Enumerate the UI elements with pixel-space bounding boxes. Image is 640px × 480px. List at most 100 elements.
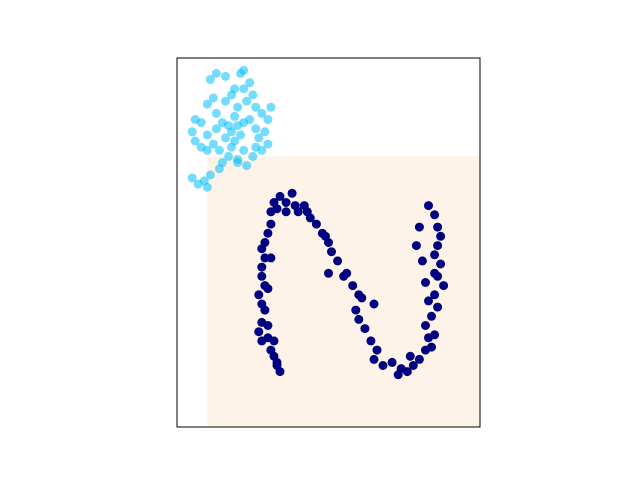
- data-point: [251, 124, 261, 134]
- data-point: [214, 145, 224, 155]
- data-point: [257, 336, 267, 346]
- data-point: [233, 102, 243, 112]
- data-point: [202, 182, 212, 192]
- data-point: [433, 222, 443, 232]
- data-point: [421, 321, 430, 330]
- data-point: [239, 65, 249, 75]
- data-point: [263, 321, 273, 330]
- data-point: [275, 191, 285, 201]
- data-point: [430, 330, 440, 340]
- data-point: [436, 231, 446, 241]
- data-point: [324, 268, 333, 278]
- data-point: [248, 90, 258, 100]
- data-point: [263, 284, 273, 294]
- data-point: [351, 305, 361, 315]
- data-point: [202, 99, 212, 109]
- data-point: [408, 361, 418, 370]
- data-point: [327, 247, 336, 257]
- data-point: [239, 145, 249, 155]
- data-point: [266, 102, 276, 112]
- data-point: [414, 222, 424, 232]
- axes-frame: [176, 57, 481, 428]
- data-point: [224, 121, 233, 131]
- data-point: [221, 71, 230, 81]
- data-point: [424, 296, 433, 306]
- data-point: [254, 327, 264, 337]
- data-point: [430, 250, 440, 260]
- data-point: [190, 136, 200, 146]
- data-point: [357, 293, 367, 303]
- data-point: [348, 281, 358, 291]
- data-point: [205, 170, 215, 180]
- shaded-region: [207, 156, 481, 427]
- data-point: [411, 241, 421, 251]
- data-point: [387, 357, 397, 367]
- data-point: [214, 164, 224, 174]
- data-point: [266, 345, 276, 355]
- data-point: [266, 253, 276, 263]
- data-point: [202, 130, 212, 140]
- data-point: [208, 139, 218, 149]
- data-point: [245, 115, 255, 124]
- data-point: [248, 151, 258, 161]
- data-point: [366, 336, 376, 346]
- data-point: [272, 204, 282, 214]
- plot-area: [176, 57, 481, 428]
- series-layer: [187, 65, 449, 380]
- data-point: [230, 111, 240, 121]
- data-point: [266, 219, 276, 229]
- data-point: [202, 145, 212, 155]
- data-point: [221, 96, 230, 106]
- data-point: [190, 115, 200, 124]
- data-point: [427, 342, 436, 352]
- data-point: [321, 231, 330, 241]
- data-point: [257, 271, 267, 281]
- data-point: [369, 299, 379, 309]
- data-point: [233, 158, 243, 168]
- data-point: [378, 361, 388, 370]
- data-point: [260, 238, 270, 247]
- data-point: [439, 281, 449, 291]
- data-point: [421, 278, 430, 287]
- data-point: [430, 268, 440, 278]
- data-point: [427, 311, 436, 321]
- data-point: [424, 201, 433, 211]
- data-point: [417, 256, 427, 266]
- data-point: [342, 268, 352, 278]
- data-point: [372, 345, 382, 355]
- data-point: [257, 262, 267, 272]
- data-point: [211, 108, 221, 118]
- data-point: [242, 96, 252, 106]
- data-point: [293, 207, 303, 217]
- data-point: [257, 108, 267, 118]
- data-point: [430, 210, 440, 220]
- data-point: [414, 354, 424, 364]
- data-point: [311, 219, 321, 229]
- data-point: [263, 139, 273, 149]
- data-point: [221, 133, 230, 143]
- data-point: [436, 259, 446, 269]
- data-point: [433, 241, 443, 251]
- data-point: [211, 68, 221, 78]
- data-point: [430, 290, 440, 300]
- data-point: [254, 133, 264, 143]
- data-point: [333, 256, 343, 266]
- data-point: [287, 188, 297, 198]
- data-point: [369, 354, 379, 364]
- data-point: [242, 161, 252, 171]
- data-point: [187, 173, 197, 183]
- data-point: [281, 207, 291, 217]
- data-point: [211, 124, 221, 134]
- data-point: [208, 93, 218, 103]
- data-point: [302, 207, 312, 217]
- data-point: [205, 75, 215, 84]
- data-point: [393, 370, 403, 380]
- data-point: [239, 84, 249, 94]
- data-point: [257, 299, 267, 309]
- data-point: [245, 78, 255, 88]
- data-point: [360, 324, 370, 334]
- data-point: [354, 314, 364, 324]
- data-point: [230, 136, 240, 146]
- data-point: [193, 179, 203, 189]
